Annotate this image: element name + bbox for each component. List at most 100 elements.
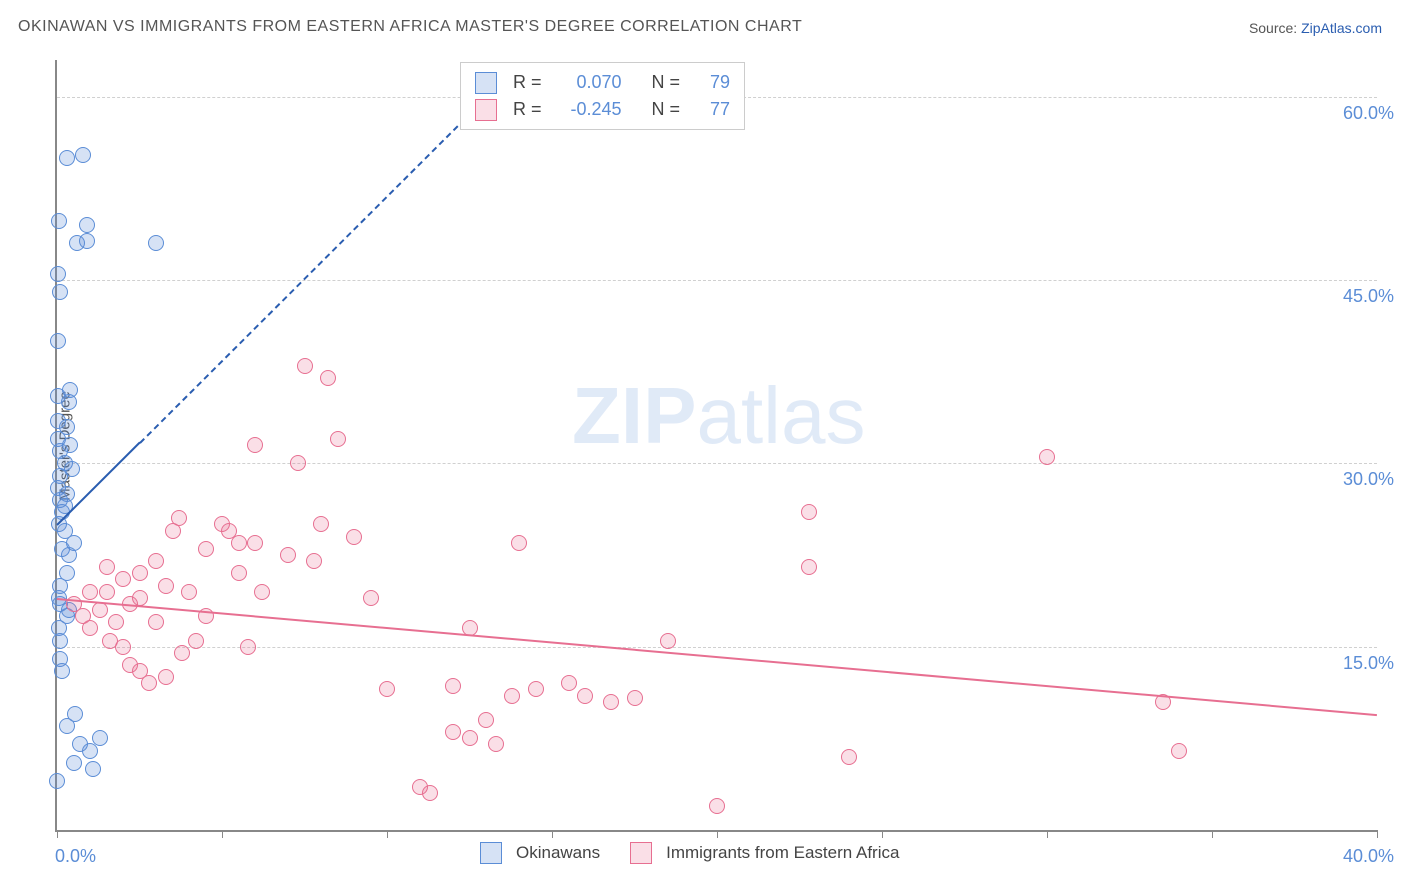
legend-item: Okinawans [480, 842, 600, 864]
scatter-point [51, 213, 67, 229]
scatter-point [66, 755, 82, 771]
legend: Okinawans Immigrants from Eastern Africa [480, 842, 899, 864]
x-tick [222, 830, 223, 838]
stat-r-label: R = [513, 69, 542, 96]
gridline [57, 280, 1377, 281]
stats-box: R = 0.070 N = 79R = -0.245 N = 77 [460, 62, 745, 130]
scatter-point [79, 233, 95, 249]
stats-row: R =0.070 N =79 [475, 69, 730, 96]
scatter-point [290, 455, 306, 471]
scatter-point [254, 584, 270, 600]
scatter-point [148, 235, 164, 251]
scatter-point [247, 437, 263, 453]
gridline [57, 463, 1377, 464]
y-tick-label: 15.0% [1343, 653, 1394, 674]
stat-r-value: 0.070 [552, 69, 622, 96]
legend-swatch [630, 842, 652, 864]
scatter-point [148, 614, 164, 630]
scatter-point [488, 736, 504, 752]
watermark: ZIPatlas [572, 370, 865, 462]
scatter-point [115, 639, 131, 655]
scatter-point [188, 633, 204, 649]
scatter-point [158, 578, 174, 594]
scatter-point [50, 333, 66, 349]
scatter-point [660, 633, 676, 649]
scatter-point [181, 584, 197, 600]
scatter-point [422, 785, 438, 801]
scatter-point [445, 724, 461, 740]
scatter-point [132, 590, 148, 606]
scatter-point [280, 547, 296, 563]
x-tick [1212, 830, 1213, 838]
scatter-point [363, 590, 379, 606]
scatter-point [52, 633, 68, 649]
chart-title: OKINAWAN VS IMMIGRANTS FROM EASTERN AFRI… [18, 18, 802, 36]
watermark-light: atlas [696, 371, 865, 460]
scatter-point [115, 571, 131, 587]
scatter-point [231, 565, 247, 581]
scatter-point [841, 749, 857, 765]
legend-label: Immigrants from Eastern Africa [666, 843, 899, 863]
scatter-point [171, 510, 187, 526]
scatter-point [92, 730, 108, 746]
source-attribution: Source: ZipAtlas.com [1249, 20, 1382, 36]
scatter-point [82, 584, 98, 600]
scatter-point [801, 504, 817, 520]
scatter-point [85, 761, 101, 777]
scatter-point [158, 669, 174, 685]
x-tick [1377, 830, 1378, 838]
legend-swatch [475, 72, 497, 94]
scatter-point [511, 535, 527, 551]
stat-n-label: N = [652, 96, 681, 123]
legend-swatch [475, 99, 497, 121]
scatter-point [231, 535, 247, 551]
scatter-point [108, 614, 124, 630]
scatter-point [62, 382, 78, 398]
scatter-point [320, 370, 336, 386]
x-tick-label: 0.0% [55, 846, 96, 867]
x-tick [57, 830, 58, 838]
scatter-point [50, 266, 66, 282]
scatter-point [54, 663, 70, 679]
stat-n-value: 79 [690, 69, 730, 96]
scatter-point [99, 584, 115, 600]
x-tick [552, 830, 553, 838]
scatter-point [445, 678, 461, 694]
trend-line [57, 598, 1377, 716]
x-tick-label: 40.0% [1343, 846, 1394, 867]
scatter-point [198, 541, 214, 557]
scatter-point [346, 529, 362, 545]
scatter-point [603, 694, 619, 710]
stat-r-value: -0.245 [552, 96, 622, 123]
stat-n-value: 77 [690, 96, 730, 123]
stat-r-label: R = [513, 96, 542, 123]
scatter-point [59, 718, 75, 734]
scatter-point [75, 147, 91, 163]
scatter-point [240, 639, 256, 655]
scatter-point [92, 602, 108, 618]
x-tick [717, 830, 718, 838]
scatter-point [504, 688, 520, 704]
scatter-point [330, 431, 346, 447]
scatter-point [801, 559, 817, 575]
legend-swatch [480, 842, 502, 864]
scatter-point [379, 681, 395, 697]
scatter-point [82, 620, 98, 636]
scatter-point [59, 565, 75, 581]
legend-item: Immigrants from Eastern Africa [630, 842, 899, 864]
scatter-point [141, 675, 157, 691]
scatter-point [627, 690, 643, 706]
stats-row: R = -0.245 N = 77 [475, 96, 730, 123]
scatter-point [99, 559, 115, 575]
source-link[interactable]: ZipAtlas.com [1301, 20, 1382, 36]
scatter-point [577, 688, 593, 704]
trend-line [139, 97, 487, 444]
scatter-point [57, 523, 73, 539]
x-tick [1047, 830, 1048, 838]
plot-area: ZIPatlas [55, 60, 1377, 832]
scatter-point [462, 730, 478, 746]
x-tick [882, 830, 883, 838]
scatter-point [79, 217, 95, 233]
scatter-point [247, 535, 263, 551]
scatter-point [1171, 743, 1187, 759]
